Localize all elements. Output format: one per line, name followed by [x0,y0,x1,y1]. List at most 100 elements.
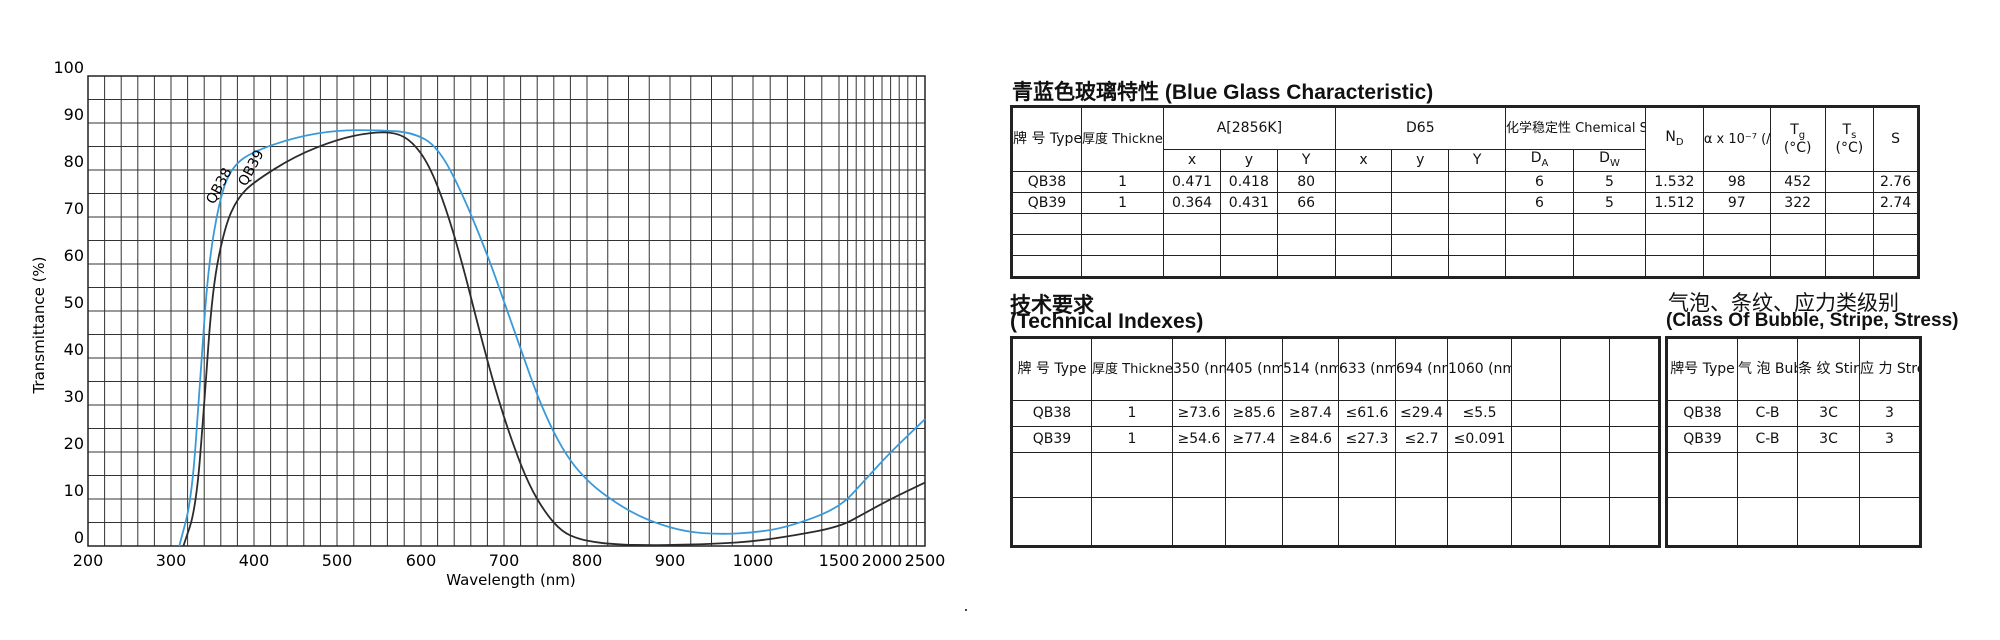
x-tick-label: 600 [406,551,437,570]
table-cell [1219,255,1278,277]
table-cell [1172,497,1226,546]
x-tick-label: 400 [239,551,270,570]
table-cell: ≥77.4 [1225,426,1283,453]
column-header: 694 (nm) [1395,338,1448,401]
blue-glass-table: 牌 号 Type 厚度 Thickness (mm) A[2856K] D65 … [1010,105,1920,279]
table-cell [1012,213,1082,235]
column-header: 633 (nm) [1338,338,1396,401]
series-line-qb38 [178,129,926,547]
table-cell: QB38 [1667,400,1738,427]
table-cell [1334,171,1393,193]
table-cell [1824,192,1875,214]
table-cell: 1 [1091,426,1173,453]
transmittance-chart: 200 300 400 500 600 700 800 900 1000 1500 2000 2500… [30,58,945,589]
y-tick-label: 40 [64,340,84,359]
header-row-1: 牌 号 Type 厚度 Thickness (mm) A[2856K] D65 … [1012,107,1918,172]
table-row: QB38 1 0.471 0.418 80 6 5 1.532 98 452 2.76 [1012,171,1918,193]
plot-frame [87,75,926,547]
table-cell: ≤0.091 [1447,426,1512,453]
blue-glass-title: 青蓝色玻璃特性 (Blue Glass Characteristic) [1012,81,1434,104]
y-tick-label: 70 [64,199,84,218]
table-cell [1702,234,1771,256]
table-cell [1511,426,1561,453]
col-tg: Tg (°C) [1769,107,1826,172]
column-header: 条 纹 Stiripe [1797,338,1860,401]
table-cell [1505,213,1574,235]
table-cell: 98 [1702,171,1771,193]
y-tick-label: 50 [64,293,84,312]
table-cell: C-B [1737,400,1798,427]
table-cell [1276,234,1336,256]
table-cell [1448,255,1507,277]
table-cell [1163,255,1221,277]
table-cell [1645,255,1704,277]
column-header: 气 泡 Bubble [1737,338,1798,401]
table-cell: ≥85.6 [1225,400,1283,427]
table-cell [1769,234,1826,256]
table-row [1012,213,1918,235]
table-cell: ≤27.3 [1338,426,1396,453]
table-cell: QB38 [1012,400,1092,427]
table-cell [1609,497,1659,546]
table-row [1667,452,1920,498]
table-cell [1225,452,1283,498]
table-cell [1163,234,1221,256]
col-ts: Ts (°C) [1824,107,1875,172]
table-cell [1091,452,1173,498]
bubble-title-cn: 气泡、条纹、应力类级别 [1668,292,1899,315]
column-header: 514 (nm) [1282,338,1339,401]
table-cell [1560,400,1610,427]
table-cell: 0.431 [1219,192,1278,214]
col-d65: D65 [1334,107,1507,150]
y-tick-label: 10 [64,481,84,500]
column-header: 牌号 Type [1667,338,1738,401]
table-cell [1824,171,1875,193]
x-axis-label: Wavelength (nm) [446,571,576,589]
table-cell [1560,426,1610,453]
col-a-x: x [1163,149,1221,172]
column-header: 应 力 Stress [1859,338,1920,401]
table-cell [1702,213,1771,235]
table-cell: 5 [1572,192,1647,214]
chart-curves: QB38 QB39 [178,129,926,547]
column-header [1511,338,1561,401]
y-axis-label: Transmittance (%) [30,256,48,394]
table-cell [1395,452,1448,498]
y-tick-label: 30 [64,387,84,406]
table-cell [1391,234,1450,256]
col-a-y: y [1219,149,1278,172]
y-tick-label: 100 [53,58,84,77]
table-cell [1391,171,1450,193]
table-row [1012,452,1659,498]
y-tick-labels: 0 10 20 30 40 50 60 70 80 90 100 [53,58,84,547]
col-dw: DW [1572,149,1647,172]
table-cell [1448,192,1507,214]
table-cell [1391,255,1450,277]
table-cell: 3 [1859,400,1920,427]
table-cell: QB39 [1012,426,1092,453]
x-tick-label: 300 [156,551,187,570]
table-cell [1225,497,1283,546]
col-nd: ND [1645,107,1704,172]
table-cell [1609,400,1659,427]
table-cell [1282,452,1339,498]
column-header: 厚度 Thickness (mm) [1091,338,1173,401]
table-cell [1080,255,1165,277]
y-tick-label: 90 [64,105,84,124]
y-tick-label: 0 [74,528,84,547]
table-cell [1737,497,1798,546]
table-cell: 0.418 [1219,171,1278,193]
table-cell [1080,234,1165,256]
table-cell [1447,497,1512,546]
table-cell [1391,213,1450,235]
table-cell: 80 [1276,171,1336,193]
table-cell [1219,234,1278,256]
table-cell: QB38 [1012,171,1082,193]
y-tick-label: 80 [64,152,84,171]
table-row: QB39 1 ≥54.6 ≥77.4 ≥84.6 ≤27.3 ≤2.7 ≤0.091 [1012,426,1659,453]
table-cell: 66 [1276,192,1336,214]
col-da: DA [1505,149,1574,172]
